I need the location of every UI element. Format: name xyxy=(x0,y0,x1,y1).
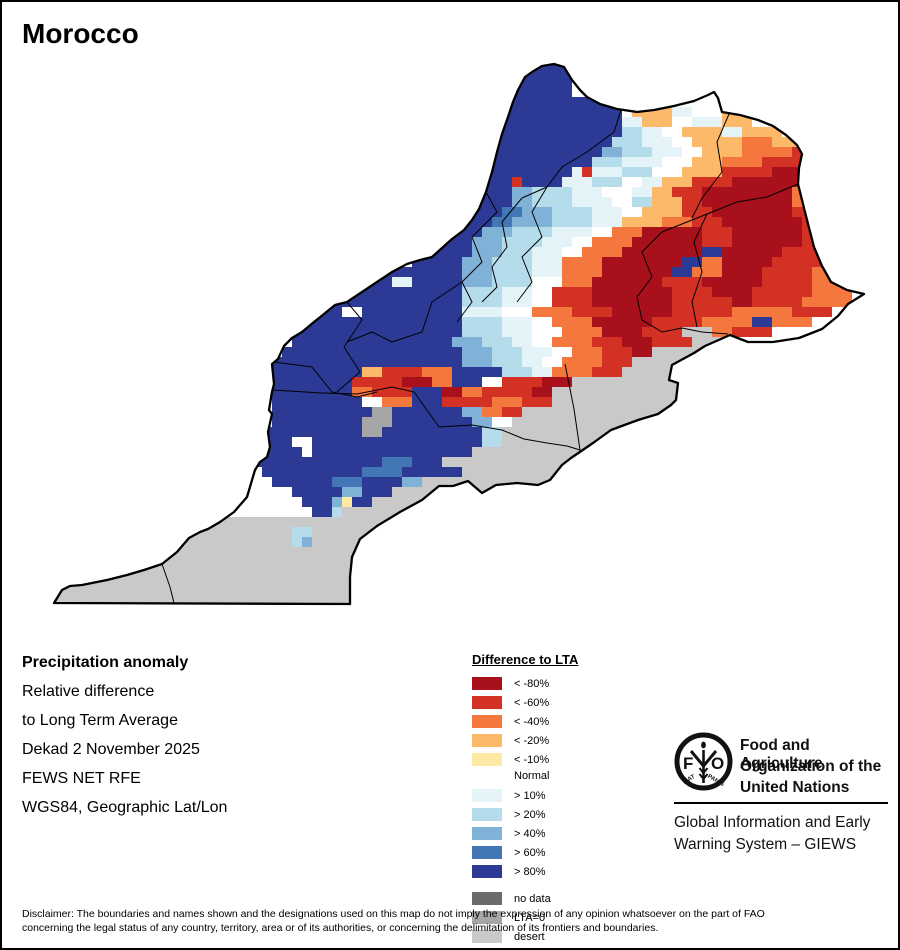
legend-label: > 40% xyxy=(514,827,546,840)
legend-swatch xyxy=(472,892,502,905)
legend-label: LTA=0 xyxy=(514,911,546,924)
fao-logo-wheat-leaves xyxy=(698,767,709,781)
legend-label: no data xyxy=(514,892,551,905)
legend-title: Difference to LTA xyxy=(472,652,579,667)
legend-row: < -80% xyxy=(472,674,578,693)
text-line: Disclaimer: The boundaries and names sho… xyxy=(22,908,765,920)
legend-row: > 20% xyxy=(472,805,578,824)
legend-label: > 60% xyxy=(514,846,546,859)
legend-label: < -80% xyxy=(514,677,550,690)
fao-org-name: Food and Agriculture Organization of the U… xyxy=(740,737,890,800)
legend-row: no data xyxy=(472,889,578,908)
legend-row: < -60% xyxy=(472,693,578,712)
legend-swatch xyxy=(472,930,502,943)
giews-name: Global Information and Early Warning Syst… xyxy=(674,814,870,858)
legend-row: > 80% xyxy=(472,862,578,881)
text-line: Organization of the xyxy=(740,758,882,775)
legend-row: > 60% xyxy=(472,843,578,862)
legend-swatch xyxy=(472,846,502,859)
legend-swatch xyxy=(472,911,502,924)
page-title: Morocco xyxy=(22,18,139,49)
text-line: Precipitation anomaly xyxy=(22,654,189,671)
legend-swatch xyxy=(472,753,502,766)
legend-label: > 80% xyxy=(514,865,546,878)
text-line: concerning the legal status of any count… xyxy=(22,921,659,934)
legend-label: < -40% xyxy=(514,715,550,728)
legend-row: > 10% xyxy=(472,786,578,805)
legend-swatch xyxy=(472,677,502,690)
fao-logo-motto-fiat: FIAT xyxy=(682,774,696,786)
disclaimer-text: Disclaimer: The boundaries and names sho… xyxy=(22,908,890,935)
fao-logo-wheat-grain xyxy=(701,741,706,749)
legend-normal-label: Normal xyxy=(514,770,550,782)
legend-swatch xyxy=(472,789,502,802)
fao-logo-icon: F O FIAT PANIS xyxy=(674,732,733,791)
legend-swatch xyxy=(472,734,502,747)
text-line: Relative difference xyxy=(22,683,155,700)
text-line: United Nations xyxy=(740,779,850,796)
text-line: Warning System – GIEWS xyxy=(674,836,857,853)
text-line: FEWS NET RFE xyxy=(22,770,141,787)
text-line: Global Information and Early xyxy=(674,814,871,831)
morocco-precipitation-map xyxy=(52,62,866,606)
legend-row: desert xyxy=(472,927,578,946)
legend-row: < -10% xyxy=(472,750,578,769)
text-line: Food and Agriculture xyxy=(740,737,823,772)
legend-label: > 10% xyxy=(514,789,546,802)
legend-label: < -60% xyxy=(514,696,550,709)
legend-label: > 20% xyxy=(514,808,546,821)
legend-row: LTA=0 xyxy=(472,908,578,927)
legend-swatch xyxy=(472,696,502,709)
legend: Difference to LTA < -80% < -60% < -40% < -2… xyxy=(472,652,578,946)
legend-label: < -20% xyxy=(514,734,550,747)
fao-logo-letter-f: F xyxy=(683,754,693,773)
legend-swatch xyxy=(472,715,502,728)
legend-swatch xyxy=(472,827,502,840)
legend-positive-group: > 10% > 20% > 40% > 60% > 80% xyxy=(472,786,578,881)
fao-logo-letter-o: O xyxy=(711,754,724,773)
text-line: Dekad 2 November 2025 xyxy=(22,741,200,758)
legend-swatch xyxy=(472,808,502,821)
legend-negative-group: < -80% < -60% < -40% < -20% < -10% xyxy=(472,674,578,769)
text-line: to Long Term Average xyxy=(22,712,178,729)
legend-row: < -20% xyxy=(472,731,578,750)
legend-swatch xyxy=(472,865,502,878)
text-line: WGS84, Geographic Lat/Lon xyxy=(22,799,228,816)
legend-label: < -10% xyxy=(514,753,550,766)
legend-row: > 40% xyxy=(472,824,578,843)
fao-logo-wheat-v xyxy=(689,750,718,767)
legend-other-group: no data LTA=0 desert xyxy=(472,889,578,946)
fao-divider xyxy=(674,802,888,804)
legend-row: < -40% xyxy=(472,712,578,731)
fao-block: F O FIAT PANIS Food and Agriculture Organ… xyxy=(674,730,890,862)
map-info-block: Precipitation anomaly Relative difference… xyxy=(22,654,227,828)
legend-gap xyxy=(472,881,578,889)
legend-label: desert xyxy=(514,930,545,943)
